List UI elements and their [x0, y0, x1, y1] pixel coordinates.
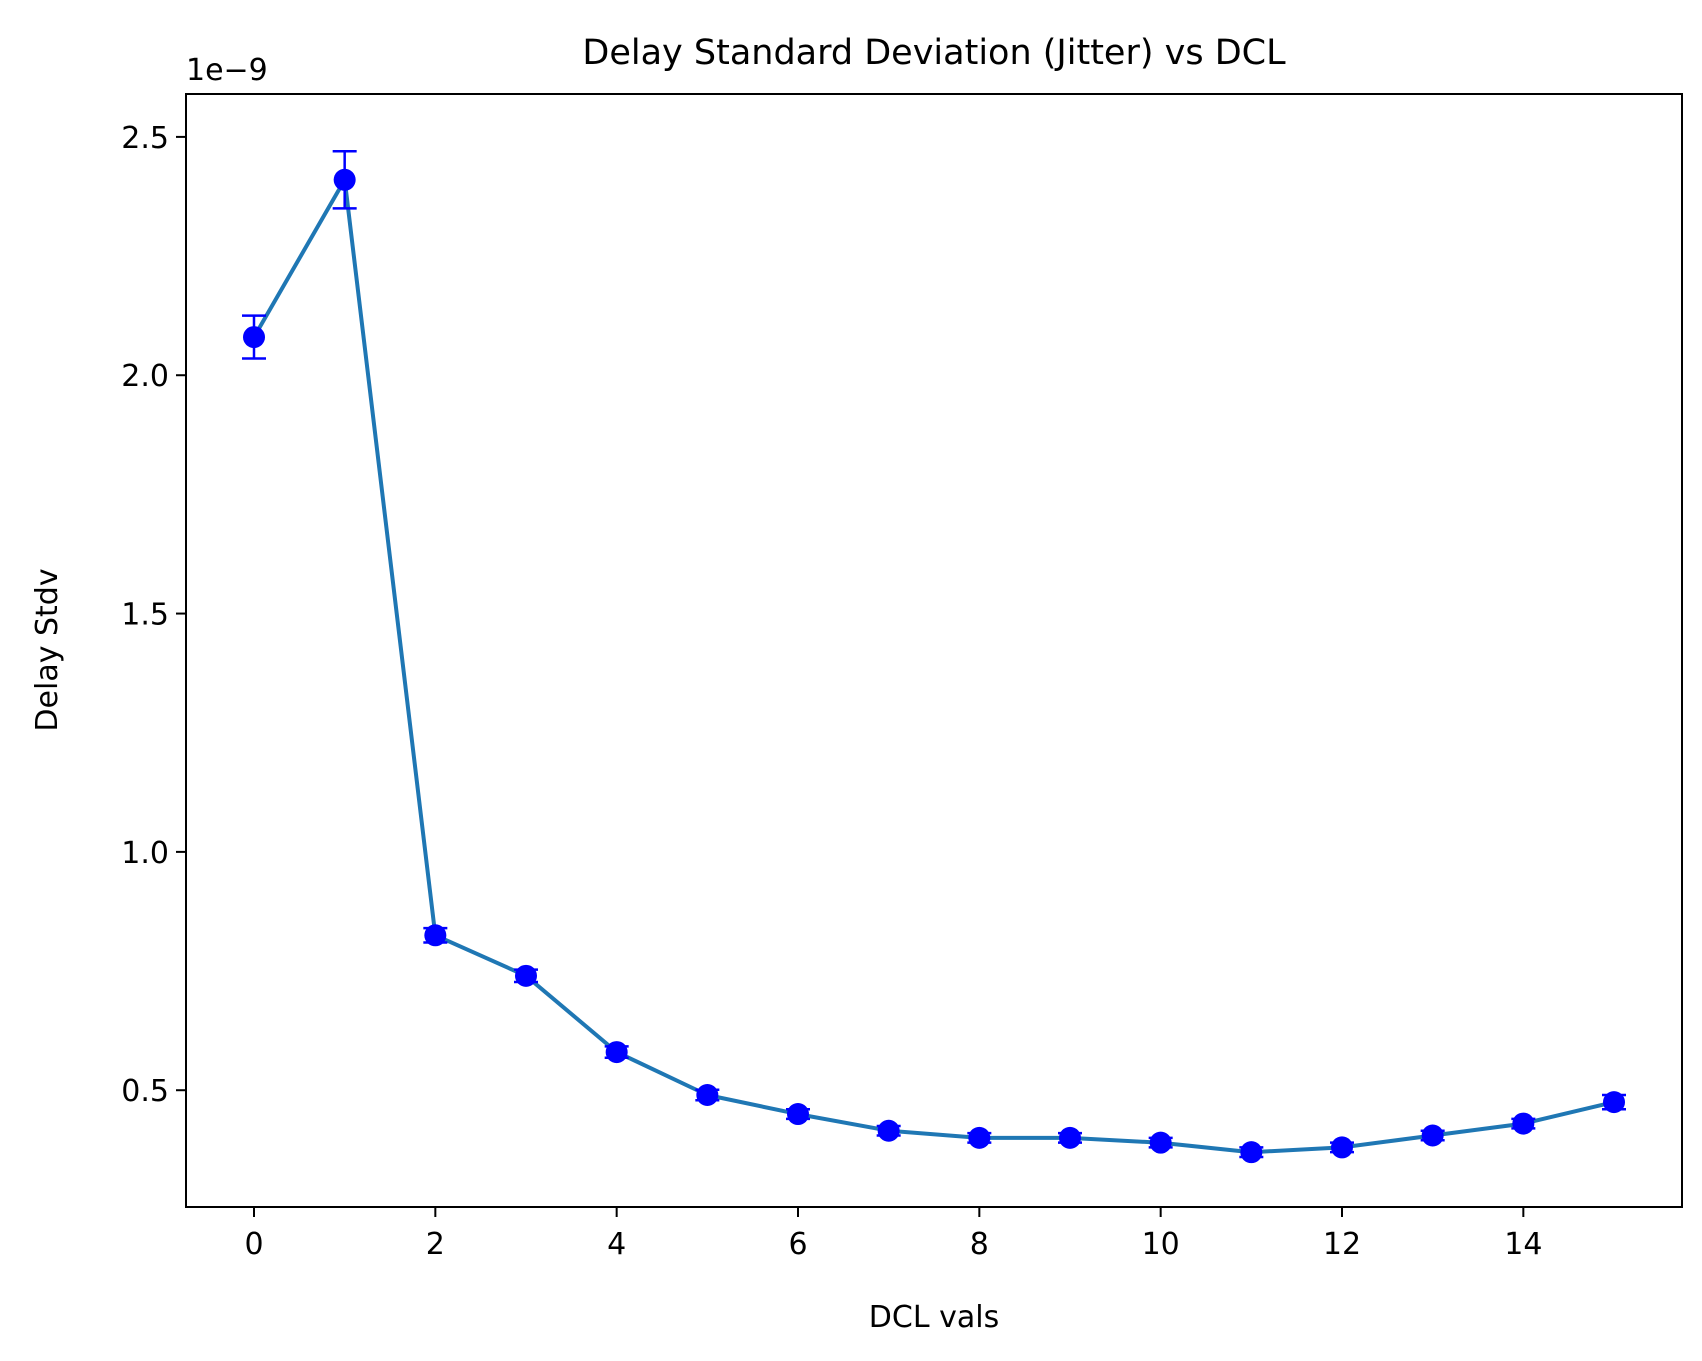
y-axis-ticks: 0.5 1.0 1.5 2.0 2.5 — [121, 121, 186, 1109]
data-point — [1421, 1124, 1444, 1147]
x-tick-label: 2 — [426, 1227, 445, 1262]
data-point — [1059, 1126, 1081, 1149]
data-point — [333, 168, 356, 191]
y-tick-label: 0.5 — [121, 1074, 169, 1109]
data-point — [424, 924, 447, 947]
chart-title: Delay Standard Deviation (Jitter) vs DCL — [582, 33, 1286, 73]
data-point — [696, 1083, 719, 1106]
data-point — [1331, 1136, 1353, 1159]
x-tick-label: 8 — [970, 1227, 989, 1262]
x-tick-label: 14 — [1504, 1227, 1542, 1262]
x-tick-label: 6 — [788, 1227, 807, 1262]
data-point — [1149, 1131, 1172, 1154]
x-tick-label: 10 — [1142, 1227, 1180, 1262]
data-point — [243, 326, 265, 349]
data-point — [877, 1119, 900, 1142]
data-point — [605, 1041, 628, 1064]
series-line — [252, 177, 1615, 1155]
x-tick-label: 4 — [607, 1227, 626, 1262]
x-axis-label: DCL vals — [869, 1300, 999, 1335]
data-point — [1512, 1112, 1535, 1135]
y-tick-label: 1.0 — [121, 836, 169, 871]
plot-area — [242, 149, 1626, 1164]
y-tick-label: 2.0 — [121, 359, 169, 394]
plot-frame — [185, 93, 1683, 1208]
y-axis-label: Delay Stdv — [30, 568, 65, 731]
y-axis-offset-label: 1e−9 — [186, 53, 268, 88]
data-point — [515, 964, 537, 987]
y-tick-label: 2.5 — [121, 121, 169, 156]
data-point — [1240, 1141, 1263, 1164]
x-tick-label: 0 — [244, 1227, 263, 1262]
data-point — [787, 1103, 809, 1126]
y-tick-label: 1.5 — [121, 598, 169, 633]
x-axis-ticks: 0 2 4 6 8 10 12 14 — [244, 1207, 1542, 1262]
data-point — [1603, 1091, 1625, 1114]
x-tick-label: 12 — [1323, 1227, 1361, 1262]
data-point — [968, 1126, 991, 1149]
